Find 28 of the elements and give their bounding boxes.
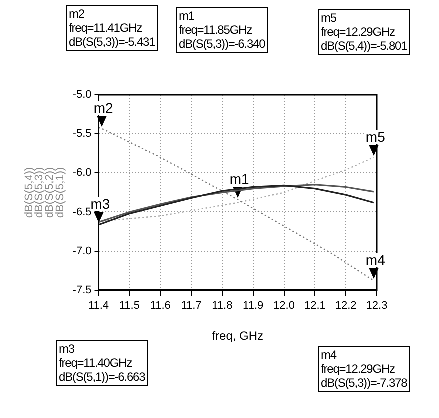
x-tick-label: 11.7 xyxy=(181,300,202,312)
y-tick-label: -5.5 xyxy=(72,128,92,140)
annotation: m3 xyxy=(90,196,112,212)
x-tick-label: 12.3 xyxy=(366,300,388,312)
text: m5 freq=12.29GHz dB(S(5,4))=-5.801 xyxy=(318,9,410,55)
y-axis-title: dB(S(5,4)) dB(S(5,3)) dB(S(5,2)) dB(S(5,1)) xyxy=(23,167,67,218)
x-tick-label: 11.9 xyxy=(243,300,264,312)
text: m3 freq=11.40GHz dB(S(5,1))=-6.663 xyxy=(56,340,148,386)
y-tick-label: -6.5 xyxy=(72,206,92,218)
text: m1 freq=11.85GHz dB(S(5,3))=-6.340 xyxy=(176,7,268,53)
text: m4 freq=12.29GHz dB(S(5,3))=-7.378 xyxy=(318,346,410,392)
x-tick-label: 11.8 xyxy=(212,300,233,312)
y-tick-label: -5.0 xyxy=(72,89,92,102)
annotation: m5 xyxy=(364,128,386,145)
text: m2 freq=11.41GHz dB(S(5,3))=-5.431 xyxy=(66,5,158,51)
y-tick-label: -7.0 xyxy=(72,245,92,258)
annotation: m1 xyxy=(228,170,250,187)
x-tick-label: 12.2 xyxy=(335,300,357,312)
y-tick-label: -7.5 xyxy=(72,284,92,296)
x-tick-label: 11.6 xyxy=(150,300,171,312)
x-tick-label: 11.4 xyxy=(88,300,110,312)
x-axis-title: freq, GHz xyxy=(212,329,264,344)
x-tick-label: 12.1 xyxy=(304,300,326,312)
annotation: m2 xyxy=(92,100,114,116)
x-tick-label: 11.5 xyxy=(119,300,140,312)
annotation: m4 xyxy=(364,252,386,268)
x-tick-label: 12.0 xyxy=(274,300,295,312)
y-tick-label: -6.0 xyxy=(72,167,92,180)
